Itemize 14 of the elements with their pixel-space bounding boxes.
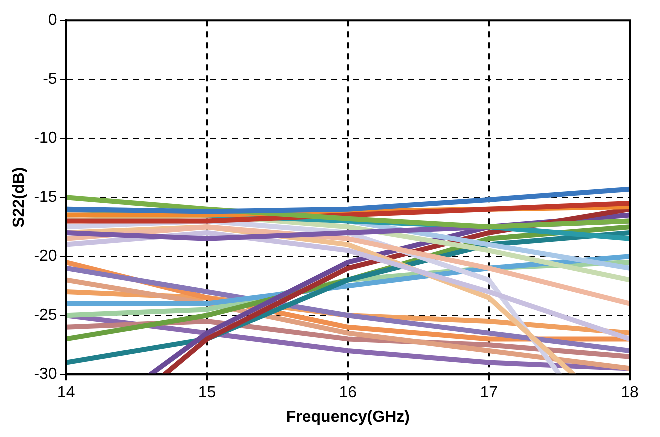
x-tick-label: 16 bbox=[339, 384, 358, 402]
y-tick-label: 0 bbox=[48, 12, 58, 30]
y-tick-label: -20 bbox=[34, 248, 58, 266]
y-tick-label: -10 bbox=[34, 130, 58, 148]
y-tick-label: -5 bbox=[43, 71, 58, 88]
y-tick-label: -15 bbox=[34, 189, 58, 206]
y-tick-label: -30 bbox=[34, 366, 58, 384]
y-axis-title: S22(dB) bbox=[11, 167, 28, 228]
x-tick-label: 14 bbox=[57, 384, 76, 402]
x-tick-label: 17 bbox=[480, 384, 498, 402]
x-tick-label: 18 bbox=[621, 384, 639, 402]
x-axis-title: Frequency(GHz) bbox=[286, 408, 410, 426]
y-tick-label: -25 bbox=[34, 307, 58, 324]
x-tick-label: 15 bbox=[198, 384, 216, 402]
